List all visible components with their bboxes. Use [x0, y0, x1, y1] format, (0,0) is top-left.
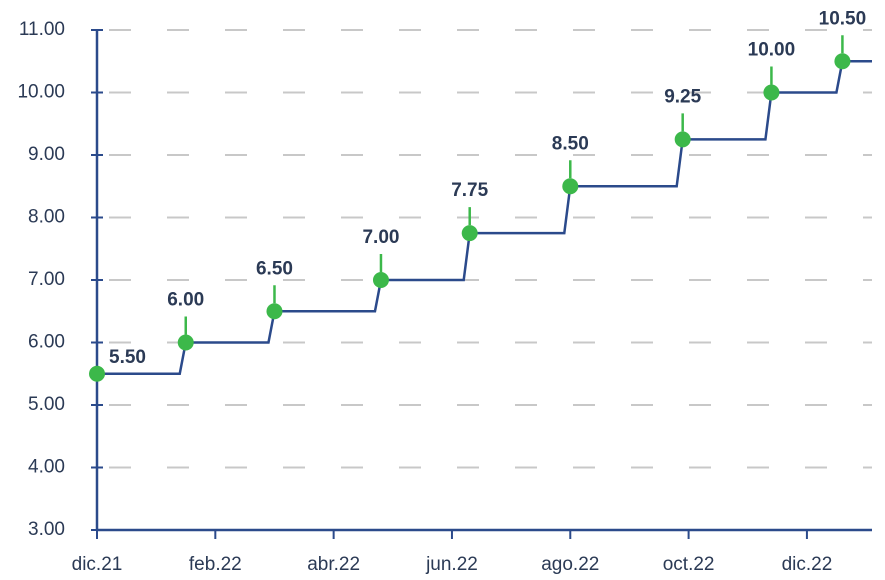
x-tick-label: feb.22 [189, 554, 242, 575]
data-label: 6.00 [167, 290, 204, 311]
x-tick-label: abr.22 [307, 554, 360, 575]
step-line [682, 92, 773, 141]
step-line [570, 139, 684, 188]
step-line [771, 61, 844, 94]
step-line [469, 186, 572, 235]
point [674, 131, 691, 148]
data-label: 10.50 [819, 8, 867, 29]
step-line [380, 232, 471, 282]
y-tick-label: 11.00 [19, 19, 65, 40]
point [763, 84, 780, 101]
x-tick-label: jun.22 [425, 554, 478, 575]
point [562, 178, 579, 195]
y-tick-label: 4.00 [28, 457, 65, 478]
x-tick-label: oct.22 [663, 554, 715, 575]
y-tick-label: 3.00 [28, 519, 65, 540]
point [372, 272, 389, 288]
data-label: 6.50 [256, 258, 293, 279]
x-tick-label: dic.21 [72, 554, 123, 575]
point [177, 334, 194, 351]
point [266, 303, 283, 320]
point [461, 225, 478, 242]
y-tick-label: 10.00 [17, 82, 65, 103]
data-label: 9.25 [664, 86, 701, 107]
y-tick-label: 8.00 [28, 207, 65, 228]
step-line [97, 342, 187, 375]
x-tick-label: dic.22 [782, 554, 833, 575]
data-label: 10.00 [748, 40, 796, 61]
point [834, 53, 851, 70]
y-tick-label: 7.00 [28, 269, 65, 290]
step-line [185, 311, 276, 344]
step-line [274, 279, 383, 313]
y-tick-label: 6.00 [28, 332, 65, 353]
y-tick-label: 9.00 [28, 144, 65, 165]
data-label: 7.00 [362, 227, 399, 248]
data-label: 7.75 [451, 180, 488, 201]
point [89, 365, 105, 382]
y-tick-label: 5.00 [28, 394, 65, 415]
data-label: 8.50 [552, 133, 589, 154]
x-tick-label: ago.22 [541, 554, 599, 575]
data-label: 5.50 [109, 347, 146, 368]
